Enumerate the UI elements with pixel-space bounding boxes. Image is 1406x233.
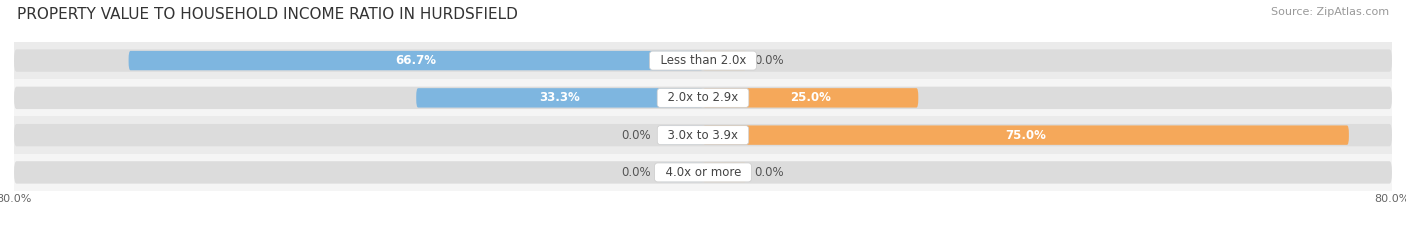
FancyBboxPatch shape — [128, 51, 703, 70]
Text: 75.0%: 75.0% — [1005, 129, 1046, 142]
Text: 0.0%: 0.0% — [621, 166, 651, 179]
Text: 25.0%: 25.0% — [790, 91, 831, 104]
Text: 4.0x or more: 4.0x or more — [658, 166, 748, 179]
FancyBboxPatch shape — [703, 51, 747, 70]
Text: Source: ZipAtlas.com: Source: ZipAtlas.com — [1271, 7, 1389, 17]
Text: 66.7%: 66.7% — [395, 54, 436, 67]
FancyBboxPatch shape — [703, 163, 747, 182]
Text: 0.0%: 0.0% — [755, 166, 785, 179]
FancyBboxPatch shape — [14, 124, 1392, 146]
Text: 2.0x to 2.9x: 2.0x to 2.9x — [661, 91, 745, 104]
Bar — [14, 154, 1392, 191]
Bar — [14, 79, 1392, 116]
FancyBboxPatch shape — [14, 49, 1392, 72]
Bar — [14, 42, 1392, 79]
FancyBboxPatch shape — [14, 161, 1392, 184]
FancyBboxPatch shape — [14, 87, 1392, 109]
Text: 0.0%: 0.0% — [755, 54, 785, 67]
FancyBboxPatch shape — [659, 163, 703, 182]
Text: 33.3%: 33.3% — [540, 91, 581, 104]
Bar — [14, 116, 1392, 154]
Text: 3.0x to 3.9x: 3.0x to 3.9x — [661, 129, 745, 142]
Text: Less than 2.0x: Less than 2.0x — [652, 54, 754, 67]
FancyBboxPatch shape — [659, 125, 703, 145]
FancyBboxPatch shape — [416, 88, 703, 108]
Text: PROPERTY VALUE TO HOUSEHOLD INCOME RATIO IN HURDSFIELD: PROPERTY VALUE TO HOUSEHOLD INCOME RATIO… — [17, 7, 517, 22]
FancyBboxPatch shape — [703, 125, 1348, 145]
FancyBboxPatch shape — [703, 88, 918, 108]
Text: 0.0%: 0.0% — [621, 129, 651, 142]
